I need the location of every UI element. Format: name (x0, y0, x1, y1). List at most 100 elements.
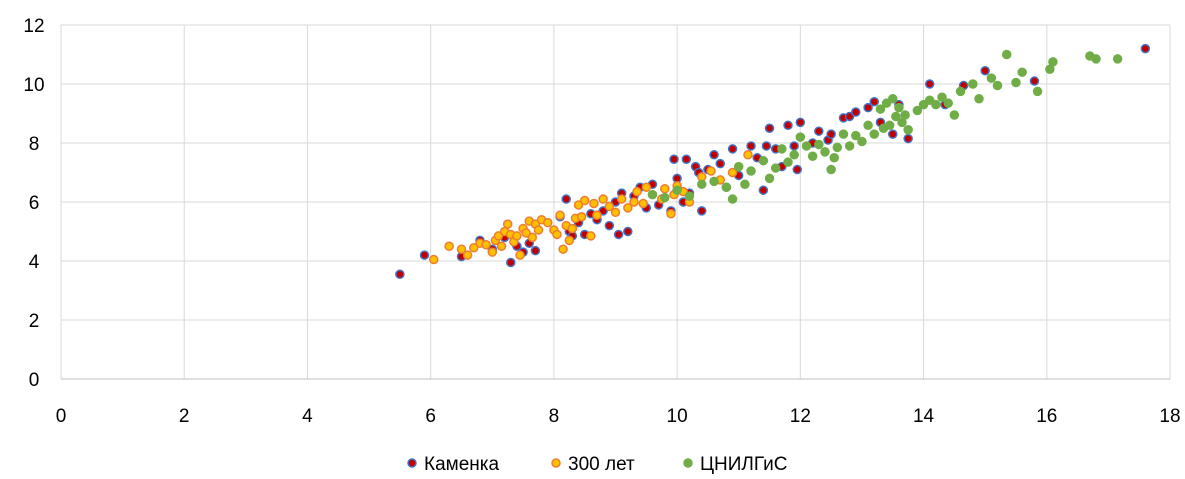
data-point (875, 104, 886, 114)
data-point (795, 117, 806, 128)
data-point (697, 179, 707, 190)
data-point (894, 102, 904, 113)
data-point (564, 235, 575, 246)
data-point (783, 120, 793, 131)
data-point (968, 79, 978, 89)
data-point (758, 185, 769, 195)
legend: Каменка 300 лет ЦНИЛГиС (407, 454, 787, 475)
data-point (598, 206, 608, 216)
data-point (949, 110, 960, 120)
x-axis-tick-labels: 0 2 4 6 8 10 12 14 16 18 (56, 406, 1181, 427)
data-point (573, 200, 584, 210)
data-point (456, 244, 467, 254)
legend-marker (551, 458, 561, 468)
data-point (706, 166, 716, 176)
data-point (604, 201, 615, 212)
series-1 (395, 43, 1151, 280)
data-point (844, 141, 855, 151)
data-point (903, 124, 913, 135)
data-point (638, 198, 648, 209)
legend-label: Каменка (424, 454, 499, 475)
data-point (801, 141, 812, 151)
data-point (924, 79, 935, 89)
data-point (604, 220, 615, 231)
data-point (857, 136, 867, 147)
data-point (891, 111, 901, 122)
data-point (869, 129, 880, 139)
data-point (579, 195, 590, 206)
data-point (462, 250, 473, 260)
data-point (777, 144, 787, 154)
data-point (697, 206, 707, 216)
data-point (721, 182, 732, 192)
data-point (924, 95, 935, 105)
y-tick-label: 0 (29, 370, 40, 391)
data-point (937, 92, 947, 103)
data-point (487, 247, 498, 257)
data-point (681, 154, 692, 164)
y-tick-label: 12 (23, 16, 44, 37)
data-points (395, 43, 1151, 280)
data-point (795, 132, 806, 142)
data-point (444, 241, 454, 251)
data-point (493, 231, 504, 241)
data-point (613, 229, 624, 240)
data-point (709, 176, 719, 187)
data-point (764, 173, 775, 184)
x-tick-label: 18 (1159, 406, 1180, 427)
data-point (533, 225, 544, 235)
data-point (666, 209, 676, 219)
data-point (758, 155, 769, 166)
data-point (1032, 86, 1043, 97)
x-tick-label: 0 (56, 406, 67, 427)
x-tick-label: 10 (667, 406, 688, 427)
data-point (610, 207, 621, 218)
data-point (884, 120, 895, 131)
data-point (829, 153, 839, 163)
data-point (912, 105, 923, 116)
data-point (502, 219, 513, 229)
data-point (515, 250, 525, 260)
data-point (746, 166, 756, 176)
data-point (844, 111, 855, 122)
data-point (558, 244, 568, 254)
y-tick-label: 6 (29, 193, 40, 214)
data-point (592, 210, 602, 221)
data-point (629, 197, 639, 207)
data-point (589, 198, 599, 209)
data-point (740, 179, 750, 190)
data-point (1011, 77, 1021, 88)
legend-label: 300 лет (568, 454, 635, 475)
data-point (660, 192, 670, 203)
data-point (561, 194, 571, 204)
data-point (1048, 57, 1058, 67)
data-point (943, 98, 953, 108)
data-point (641, 182, 652, 192)
data-point (1091, 54, 1101, 64)
data-point (900, 110, 910, 120)
data-point (764, 123, 775, 133)
legend-label: ЦНИЛГиС (700, 454, 787, 475)
data-point (881, 98, 892, 108)
data-point (1017, 67, 1027, 77)
x-tick-label: 12 (790, 406, 811, 427)
data-point (761, 141, 772, 151)
data-point (826, 129, 836, 139)
data-point (623, 226, 633, 237)
data-point (974, 94, 984, 104)
x-tick-label: 8 (549, 406, 560, 427)
data-point (1001, 49, 1012, 60)
series-3 (647, 49, 1123, 204)
data-point (727, 194, 738, 204)
data-point (955, 86, 966, 97)
y-tick-label: 10 (23, 75, 44, 96)
data-point (552, 229, 562, 240)
data-point (888, 129, 898, 139)
data-point (783, 157, 793, 167)
data-point (826, 164, 836, 175)
data-point (869, 96, 880, 107)
data-point (709, 150, 719, 160)
data-point (832, 142, 843, 153)
data-point (743, 150, 753, 160)
data-point (715, 158, 725, 169)
